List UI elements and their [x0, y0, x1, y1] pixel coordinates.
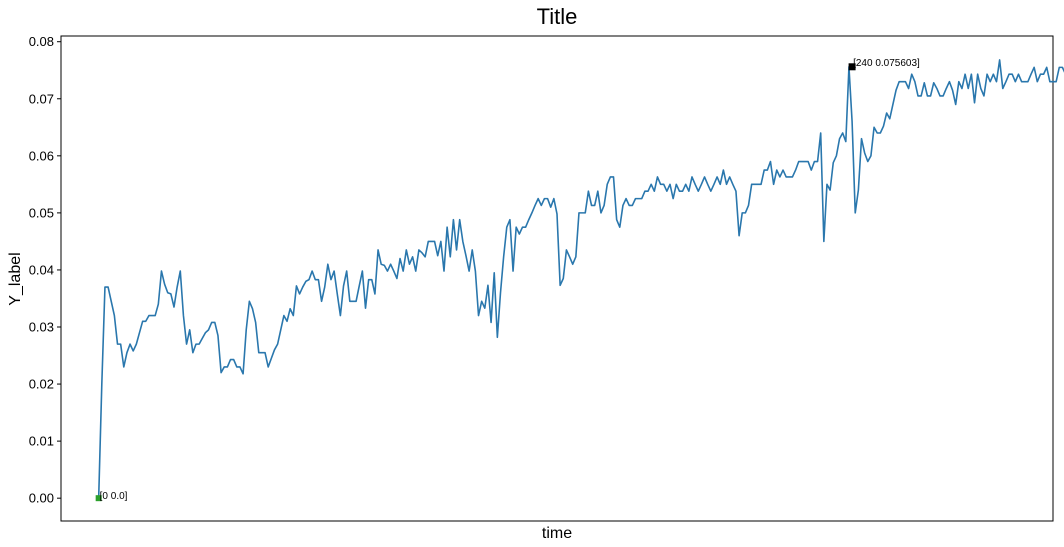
x-axis-label: time — [542, 525, 572, 542]
max-point-annotation: [240 0.075603] — [853, 58, 920, 69]
start-point-marker — [95, 495, 102, 502]
y-tick-label: 0.03 — [29, 320, 54, 335]
max-point-marker — [848, 63, 856, 71]
y-tick-label: 0.02 — [29, 377, 54, 392]
y-axis: 0.00 0.01 0.02 0.03 0.04 0.05 0.06 0.07 0.08 — [29, 34, 61, 506]
y-tick-label: 0.07 — [29, 91, 54, 106]
y-tick-label: 0.08 — [29, 34, 54, 49]
y-tick-label: 0.06 — [29, 148, 54, 163]
chart-title: Title — [537, 4, 578, 29]
series-line — [97, 59, 1064, 499]
y-axis-label: Y_label — [7, 252, 24, 305]
plot-frame — [60, 35, 1054, 522]
start-point-annotation: [0 0.0] — [100, 491, 128, 502]
y-tick-label: 0.01 — [29, 434, 54, 449]
y-tick-label: 0.05 — [29, 205, 54, 220]
y-tick-label: 0.00 — [29, 491, 54, 506]
y-tick-label: 0.04 — [29, 262, 54, 277]
